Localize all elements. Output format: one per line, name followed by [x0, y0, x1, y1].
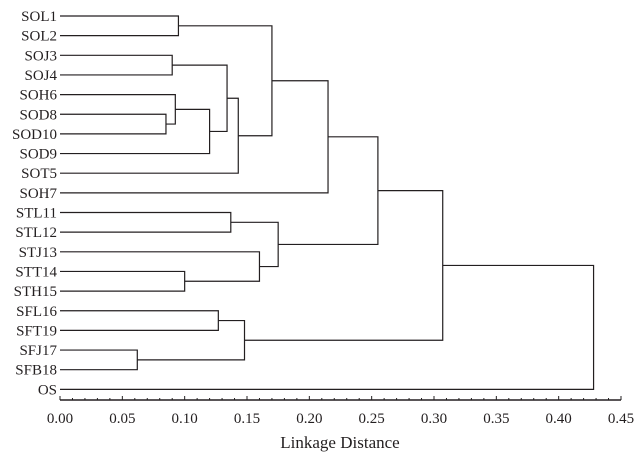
dendrogram-link: [178, 25, 273, 137]
dendrogram-link: [60, 94, 176, 125]
leaf-label: SOT5: [21, 166, 57, 182]
leaf-label: STJ13: [19, 245, 57, 261]
leaf-label: SFB18: [15, 363, 57, 379]
x-tick-label: 0.10: [172, 411, 198, 427]
x-axis-title: Linkage Distance: [280, 433, 399, 452]
x-tick-label: 0.30: [421, 411, 447, 427]
leaf-label: SOH6: [19, 88, 57, 104]
dendrogram-links: [60, 15, 595, 390]
x-axis-tick-labels: 0.00 0.05 0.10 0.15 0.20 0.25 0.30 0.35 0.40 0.45: [47, 411, 634, 427]
leaf-label: SFL16: [16, 304, 57, 320]
x-tick-label: 0.00: [47, 411, 73, 427]
leaf-label: STL11: [16, 206, 57, 222]
x-axis: 0.00 0.05 0.10 0.15 0.20 0.25 0.30 0.35 0.40 0.45: [47, 396, 634, 427]
dendrogram-link: [60, 211, 232, 233]
dendrogram-link: [60, 15, 180, 37]
leaf-label: STL12: [15, 225, 57, 241]
dendrogram-link: [60, 80, 329, 194]
dendrogram-link: [60, 113, 167, 135]
leaf-label: OS: [38, 382, 57, 398]
leaf-label: STT14: [15, 264, 57, 280]
dendrogram-link: [172, 64, 228, 133]
x-tick-label: 0.35: [483, 411, 509, 427]
leaf-label: SFT19: [16, 323, 57, 339]
dendrogram-link: [60, 349, 138, 371]
x-tick-label: 0.25: [359, 411, 385, 427]
dendrogram-link: [60, 97, 239, 174]
leaf-label: SOH7: [19, 186, 57, 202]
leaf-label: SOD8: [19, 107, 57, 123]
x-tick-label: 0.45: [608, 411, 634, 427]
dendrogram-link: [60, 54, 173, 76]
dendrogram-link: [60, 251, 261, 282]
x-tick-label: 0.15: [234, 411, 260, 427]
dendrogram-link: [230, 221, 279, 268]
x-axis-ticks: [59, 396, 622, 400]
leaf-label: SOL2: [21, 29, 57, 45]
leaf-label: SOJ4: [24, 68, 57, 84]
dendrogram-link: [137, 319, 246, 361]
dendrogram-link: [60, 108, 211, 155]
leaf-label: SOD9: [19, 147, 57, 163]
dendrogram-link: [60, 270, 186, 292]
x-tick-label: 0.20: [296, 411, 322, 427]
leaf-label: SFJ17: [19, 343, 57, 359]
leaf-labels: SOL1 SOL2 SOJ3 SOJ4 SOH6 SOD8 SOD10 SOD9 SOT5 SOH…: [12, 9, 58, 398]
leaf-label: STH15: [14, 284, 57, 300]
x-tick-label: 0.40: [546, 411, 572, 427]
leaf-label: SOJ3: [24, 48, 57, 64]
dendrogram-link: [244, 190, 444, 341]
dendrogram-link: [60, 310, 219, 331]
x-tick-label: 0.05: [109, 411, 135, 427]
leaf-label: SOL1: [21, 9, 57, 25]
leaf-label: SOD10: [12, 127, 57, 143]
dendrogram-link: [60, 264, 595, 390]
